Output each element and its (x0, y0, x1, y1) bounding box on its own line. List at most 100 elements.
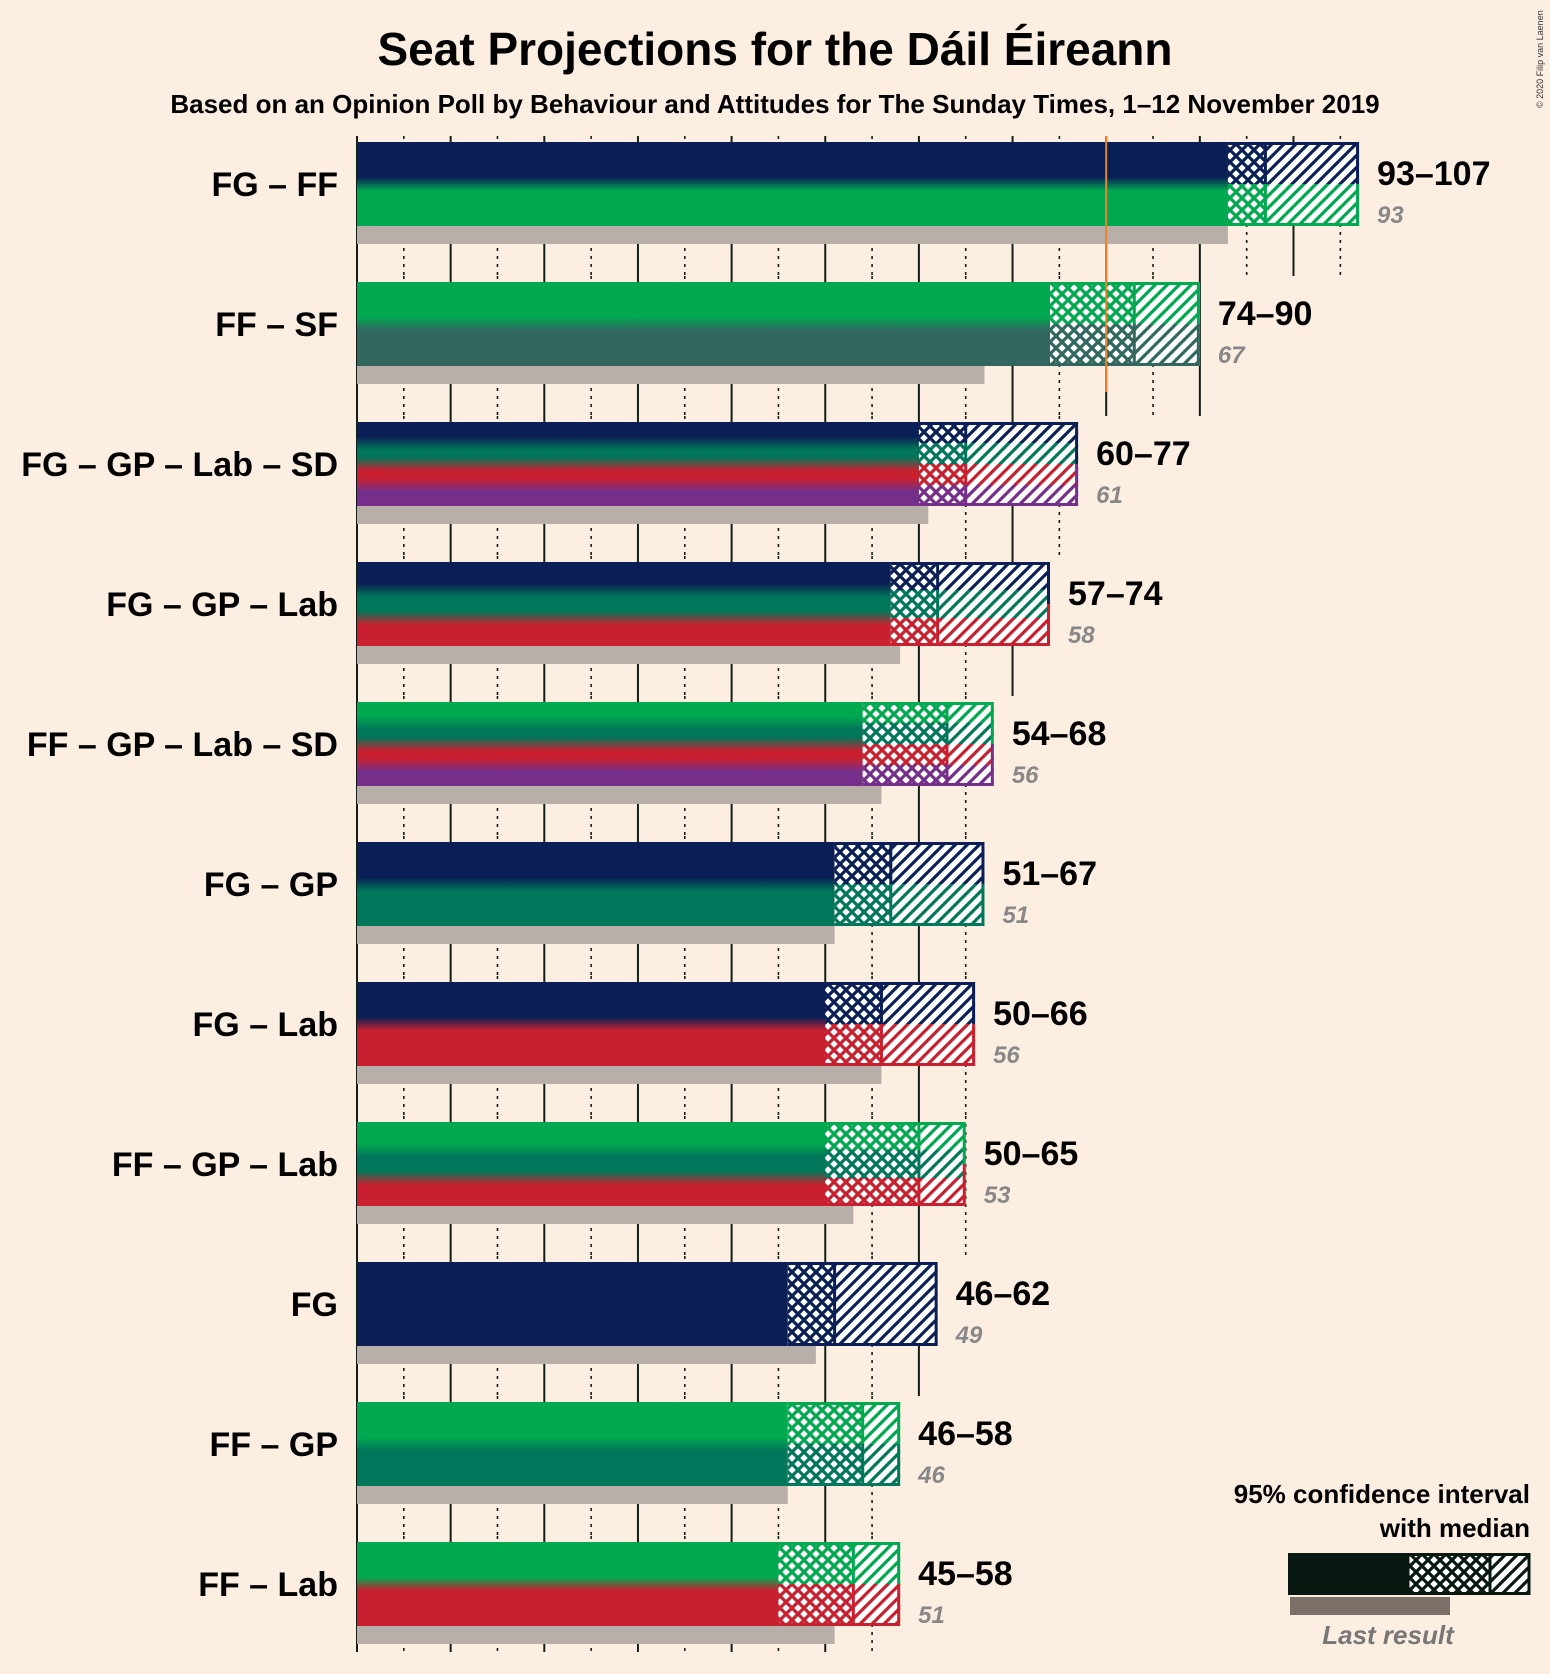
range-label: 50–65 (984, 1135, 1079, 1173)
row-label: FG – GP (204, 866, 338, 904)
interval-diagonal-lab (918, 1178, 966, 1206)
interval-crosshatch-fg (1227, 142, 1266, 184)
last-result-bar (357, 226, 1228, 244)
interval-outline-bottom (825, 1164, 966, 1206)
coalition-row: FF – GP 46–58 46 (210, 1402, 1013, 1504)
interval-solid-bar (357, 1122, 826, 1206)
last-result-bar (357, 786, 882, 804)
interval-crosshatch-fg (787, 1262, 835, 1346)
last-result-label: 61 (1096, 482, 1123, 509)
last-result-label: 58 (1068, 622, 1095, 649)
interval-diagonal-gp (862, 1444, 901, 1486)
interval-outline-top (834, 842, 985, 884)
chart-title: Seat Projections for the Dáil Éireann (378, 23, 1173, 75)
interval-diagonal-gp (937, 590, 1051, 618)
interval-crosshatch-sd (918, 485, 966, 506)
interval-crosshatch-gp (787, 1444, 863, 1486)
last-result-label: 56 (993, 1042, 1020, 1069)
interval-crosshatch-ff (862, 702, 947, 723)
interval-outline-bottom (825, 1024, 976, 1066)
coalition-row: FF – GP – Lab – SD 54–68 56 (27, 702, 1106, 804)
legend-outline (1406, 1553, 1531, 1595)
legend-last-result-label: Last result (1322, 1620, 1455, 1650)
last-result-bar (357, 1346, 816, 1364)
row-label: FF – SF (215, 306, 338, 344)
interval-crosshatch-sd (862, 765, 947, 786)
interval-diagonal-fg (937, 562, 1051, 590)
last-result-bar (357, 1066, 882, 1084)
interval-diagonal-lab (937, 618, 1051, 646)
last-result-label: 46 (917, 1462, 945, 1489)
interval-diagonal-lab (853, 1584, 901, 1626)
interval-solid-bar (357, 1542, 779, 1626)
interval-diagonal-ff (1265, 184, 1360, 226)
interval-solid-bar (357, 842, 835, 926)
last-result-bar (357, 926, 835, 944)
chart-subtitle: Based on an Opinion Poll by Behaviour an… (170, 89, 1379, 119)
interval-diagonal-sf (1134, 324, 1200, 366)
interval-solid-bar (357, 562, 891, 646)
interval-crosshatch-ff (1050, 282, 1135, 324)
last-result-label: 49 (955, 1322, 983, 1349)
row-label: FG – FF (211, 166, 338, 204)
last-result-bar (357, 366, 985, 384)
last-result-label: 51 (918, 1602, 945, 1629)
interval-diagonal-gp (965, 443, 1079, 464)
coalition-row: FG – FF 93–107 93 (211, 142, 1491, 244)
interval-crosshatch-ff (825, 1122, 919, 1150)
range-label: 93–107 (1377, 155, 1490, 193)
interval-outline-top (825, 1122, 966, 1164)
interval-crosshatch-lab (862, 744, 947, 765)
coalition-row: FF – SF 74–90 67 (215, 282, 1312, 384)
interval-outline-bottom (1227, 184, 1360, 226)
interval-outline-bottom (834, 884, 985, 926)
last-result-label: 53 (984, 1182, 1011, 1209)
interval-crosshatch-fg (918, 422, 966, 443)
interval-outline-top (862, 702, 994, 744)
last-result-label: 93 (1377, 202, 1404, 229)
legend-crosshatch-bar (1408, 1553, 1490, 1595)
legend-diagonal-bar (1490, 1553, 1530, 1595)
interval-outline-top (890, 562, 1051, 604)
row-label: FG – GP – Lab – SD (21, 446, 338, 484)
last-result-label: 51 (1002, 902, 1029, 929)
interval-diagonal-fg (1265, 142, 1360, 184)
range-label: 60–77 (1096, 435, 1191, 473)
interval-crosshatch-lab (825, 1024, 882, 1066)
interval-crosshatch-ff (1227, 184, 1266, 226)
interval-diagonal-ff (1134, 282, 1200, 324)
interval-crosshatch-lab (778, 1584, 854, 1626)
interval-solid-bar (357, 1402, 788, 1486)
row-label: FF – GP (210, 1426, 338, 1464)
interval-crosshatch-gp (862, 723, 947, 744)
interval-diagonal-fg (890, 842, 985, 884)
coalition-row: FG – GP – Lab – SD 60–77 61 (21, 422, 1191, 524)
interval-outline-top (825, 982, 976, 1024)
range-label: 46–58 (918, 1415, 1013, 1453)
interval-solid-bar (357, 1262, 788, 1346)
interval-diagonal-ff (853, 1542, 901, 1584)
interval-outline-bottom (787, 1444, 901, 1486)
coalition-row: FF – Lab 45–58 51 (198, 1542, 1013, 1644)
interval-diagonal-fg (881, 982, 976, 1024)
interval-outline-top (778, 1542, 901, 1584)
interval-solid-bar (357, 702, 863, 786)
interval-outline-bottom (862, 744, 994, 786)
interval-outline-top (787, 1262, 938, 1304)
bars-group: FG – FF 93–107 93 FF – SF 74–90 67 FG – GP – L… (21, 136, 1491, 1644)
last-result-bar (357, 1206, 854, 1224)
interval-diagonal-gp (918, 1150, 966, 1178)
legend-title-line2: with median (1379, 1513, 1530, 1543)
coalition-row: FG 46–62 49 (291, 1262, 1050, 1364)
legend: 95% confidence interval with median Last… (1234, 1479, 1531, 1650)
interval-solid-bar (357, 422, 919, 506)
interval-outline-top (918, 422, 1079, 464)
interval-diagonal-ff (918, 1122, 966, 1150)
interval-outline-bottom (890, 604, 1051, 646)
interval-crosshatch-gp (918, 443, 966, 464)
row-label: FF – GP – Lab (112, 1146, 338, 1184)
coalition-row: FG – Lab 50–66 56 (193, 982, 1088, 1084)
interval-crosshatch-gp (825, 1150, 919, 1178)
range-label: 51–67 (1002, 855, 1097, 893)
